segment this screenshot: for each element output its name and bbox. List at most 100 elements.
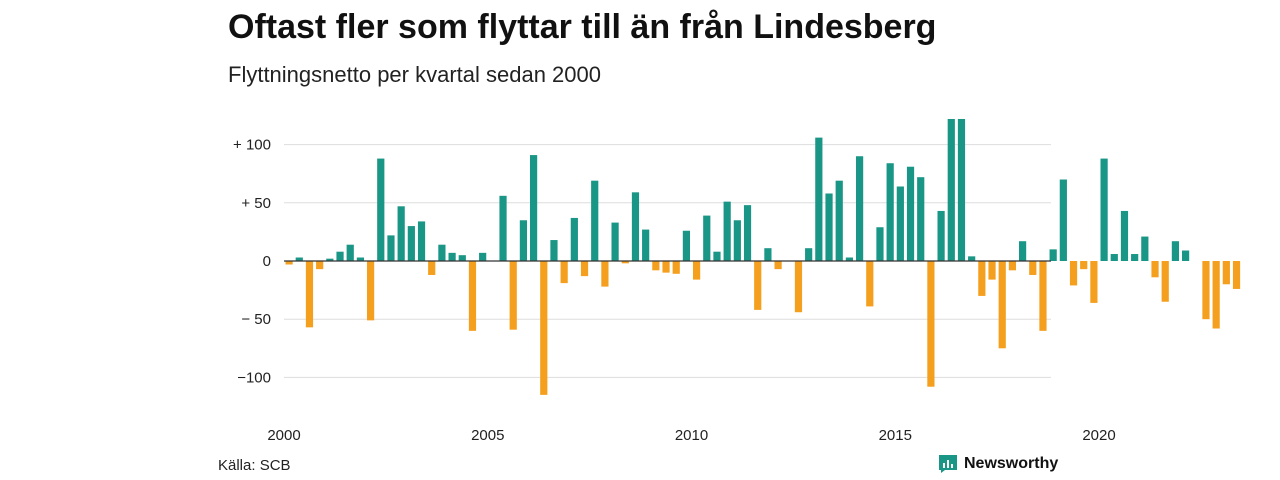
bar-2010-k1 (692, 261, 701, 280)
bar-2016-k2 (947, 118, 955, 262)
bar-2005-k4 (519, 220, 528, 261)
bar-2009-k1 (652, 261, 660, 271)
bar-2005-k3 (509, 261, 517, 330)
source-label: Källa: SCB (218, 457, 291, 474)
newsworthy-icon (939, 455, 957, 473)
bar-2003-k4 (438, 244, 446, 261)
bar-2023-k1 (1222, 261, 1230, 285)
bar-2008-k1 (611, 222, 619, 261)
bar-2006-k2 (540, 261, 548, 395)
bar-2002-k2 (377, 158, 385, 261)
bar-2004-k2 (458, 255, 466, 261)
bar-2016-k1 (937, 210, 945, 261)
bar-2020-k1 (1100, 158, 1108, 261)
bar-2019-k3 (1080, 261, 1088, 270)
bar-2000-k3 (305, 261, 314, 328)
bar-2008-k2 (621, 261, 629, 264)
bar-2004-k4 (479, 252, 487, 261)
bar-2017-k4 (1008, 261, 1017, 271)
bar-2020-k4 (1131, 254, 1139, 261)
bar-2011-k3 (754, 261, 762, 310)
bar-2009-k4 (682, 230, 691, 261)
x-tick-label: 2010 (675, 427, 708, 444)
bar-2019-k1 (1059, 179, 1067, 261)
bar-2010-k3 (713, 251, 721, 261)
chart-subtitle: Flyttningsnetto per kvartal sedan 2000 (228, 62, 602, 87)
bar-2017-k3 (998, 261, 1006, 349)
bar-2014-k4 (886, 163, 894, 261)
bar-2011-k2 (743, 205, 752, 261)
bar-2001-k2 (336, 251, 344, 261)
bar-2002-k3 (387, 235, 395, 261)
bar-2010-k4 (723, 201, 731, 261)
bar-2008-k4 (642, 229, 650, 261)
bar-2009-k3 (672, 261, 680, 274)
y-tick-label: − 50 (241, 311, 271, 328)
bar-2021-k3 (1161, 261, 1169, 302)
bar-2020-k3 (1120, 210, 1129, 261)
x-tick-label: 2015 (879, 427, 912, 444)
bar-2016-k3 (957, 118, 966, 262)
bar-2013-k4 (845, 257, 854, 261)
bar-2022-k1 (1181, 250, 1190, 261)
bar-2000-k4 (316, 261, 324, 270)
bars (285, 118, 1241, 395)
bar-2022-k3 (1202, 261, 1210, 320)
bar-2002-k1 (366, 261, 375, 321)
bar-2014-k1 (855, 156, 864, 261)
bar-2018-k2 (1029, 261, 1037, 275)
bar-2012-k1 (774, 261, 782, 270)
bar-2013-k1 (815, 137, 823, 261)
bar-2018-k3 (1039, 261, 1047, 331)
bar-2014-k2 (866, 261, 874, 307)
x-tick-label: 2020 (1082, 427, 1115, 444)
bar-2004-k3 (468, 261, 477, 331)
bar-2021-k4 (1171, 241, 1180, 261)
bar-2006-k1 (529, 155, 538, 261)
bar-2005-k2 (499, 195, 507, 261)
bar-2006-k3 (550, 240, 558, 261)
bar-2001-k3 (346, 244, 354, 261)
bar-2015-k3 (917, 177, 925, 261)
bar-2008-k3 (631, 192, 640, 261)
bar-2010-k2 (703, 215, 711, 261)
y-tick-label: −100 (237, 369, 271, 386)
brand-logo[interactable]: Newsworthy (938, 454, 1058, 474)
bar-2000-k2 (295, 257, 303, 261)
bar-2019-k4 (1090, 261, 1098, 303)
bar-2014-k3 (876, 227, 884, 261)
bar-2003-k1 (407, 226, 415, 261)
bar-2017-k2 (988, 261, 996, 280)
bar-2013-k2 (825, 193, 833, 261)
bar-2022-k4 (1212, 261, 1220, 329)
bar-2023-k2 (1232, 261, 1241, 289)
bar-2015-k2 (906, 166, 915, 261)
bar-2007-k4 (601, 261, 609, 287)
bar-2015-k1 (896, 186, 904, 261)
bar-2007-k2 (580, 261, 589, 277)
bar-2019-k2 (1069, 261, 1078, 286)
bar-2018-k4 (1049, 249, 1057, 261)
bar-2013-k3 (835, 180, 843, 261)
x-axis-tick-labels: 2000 2005 2010 2015 2020 (267, 427, 1115, 444)
bar-2011-k1 (733, 220, 741, 261)
bar-2004-k1 (448, 252, 456, 261)
bar-2015-k4 (927, 261, 935, 387)
brand-name: Newsworthy (964, 455, 1059, 472)
bar-2011-k4 (764, 248, 772, 261)
bar-2021-k2 (1151, 261, 1159, 278)
chart-title: Oftast fler som flyttar till än från Lin… (228, 8, 937, 46)
bar-2003-k3 (428, 261, 436, 275)
x-tick-label: 2000 (267, 427, 300, 444)
bar-2006-k4 (560, 261, 568, 284)
bar-2020-k2 (1110, 254, 1118, 261)
x-tick-label: 2005 (471, 427, 504, 444)
bar-2017-k1 (978, 261, 986, 296)
bar-2003-k2 (417, 221, 426, 261)
bar-2001-k1 (326, 258, 334, 261)
bar-2007-k3 (591, 180, 599, 261)
bar-2021-k1 (1141, 236, 1149, 261)
bar-2009-k2 (662, 261, 670, 273)
bar-2012-k4 (805, 248, 813, 261)
